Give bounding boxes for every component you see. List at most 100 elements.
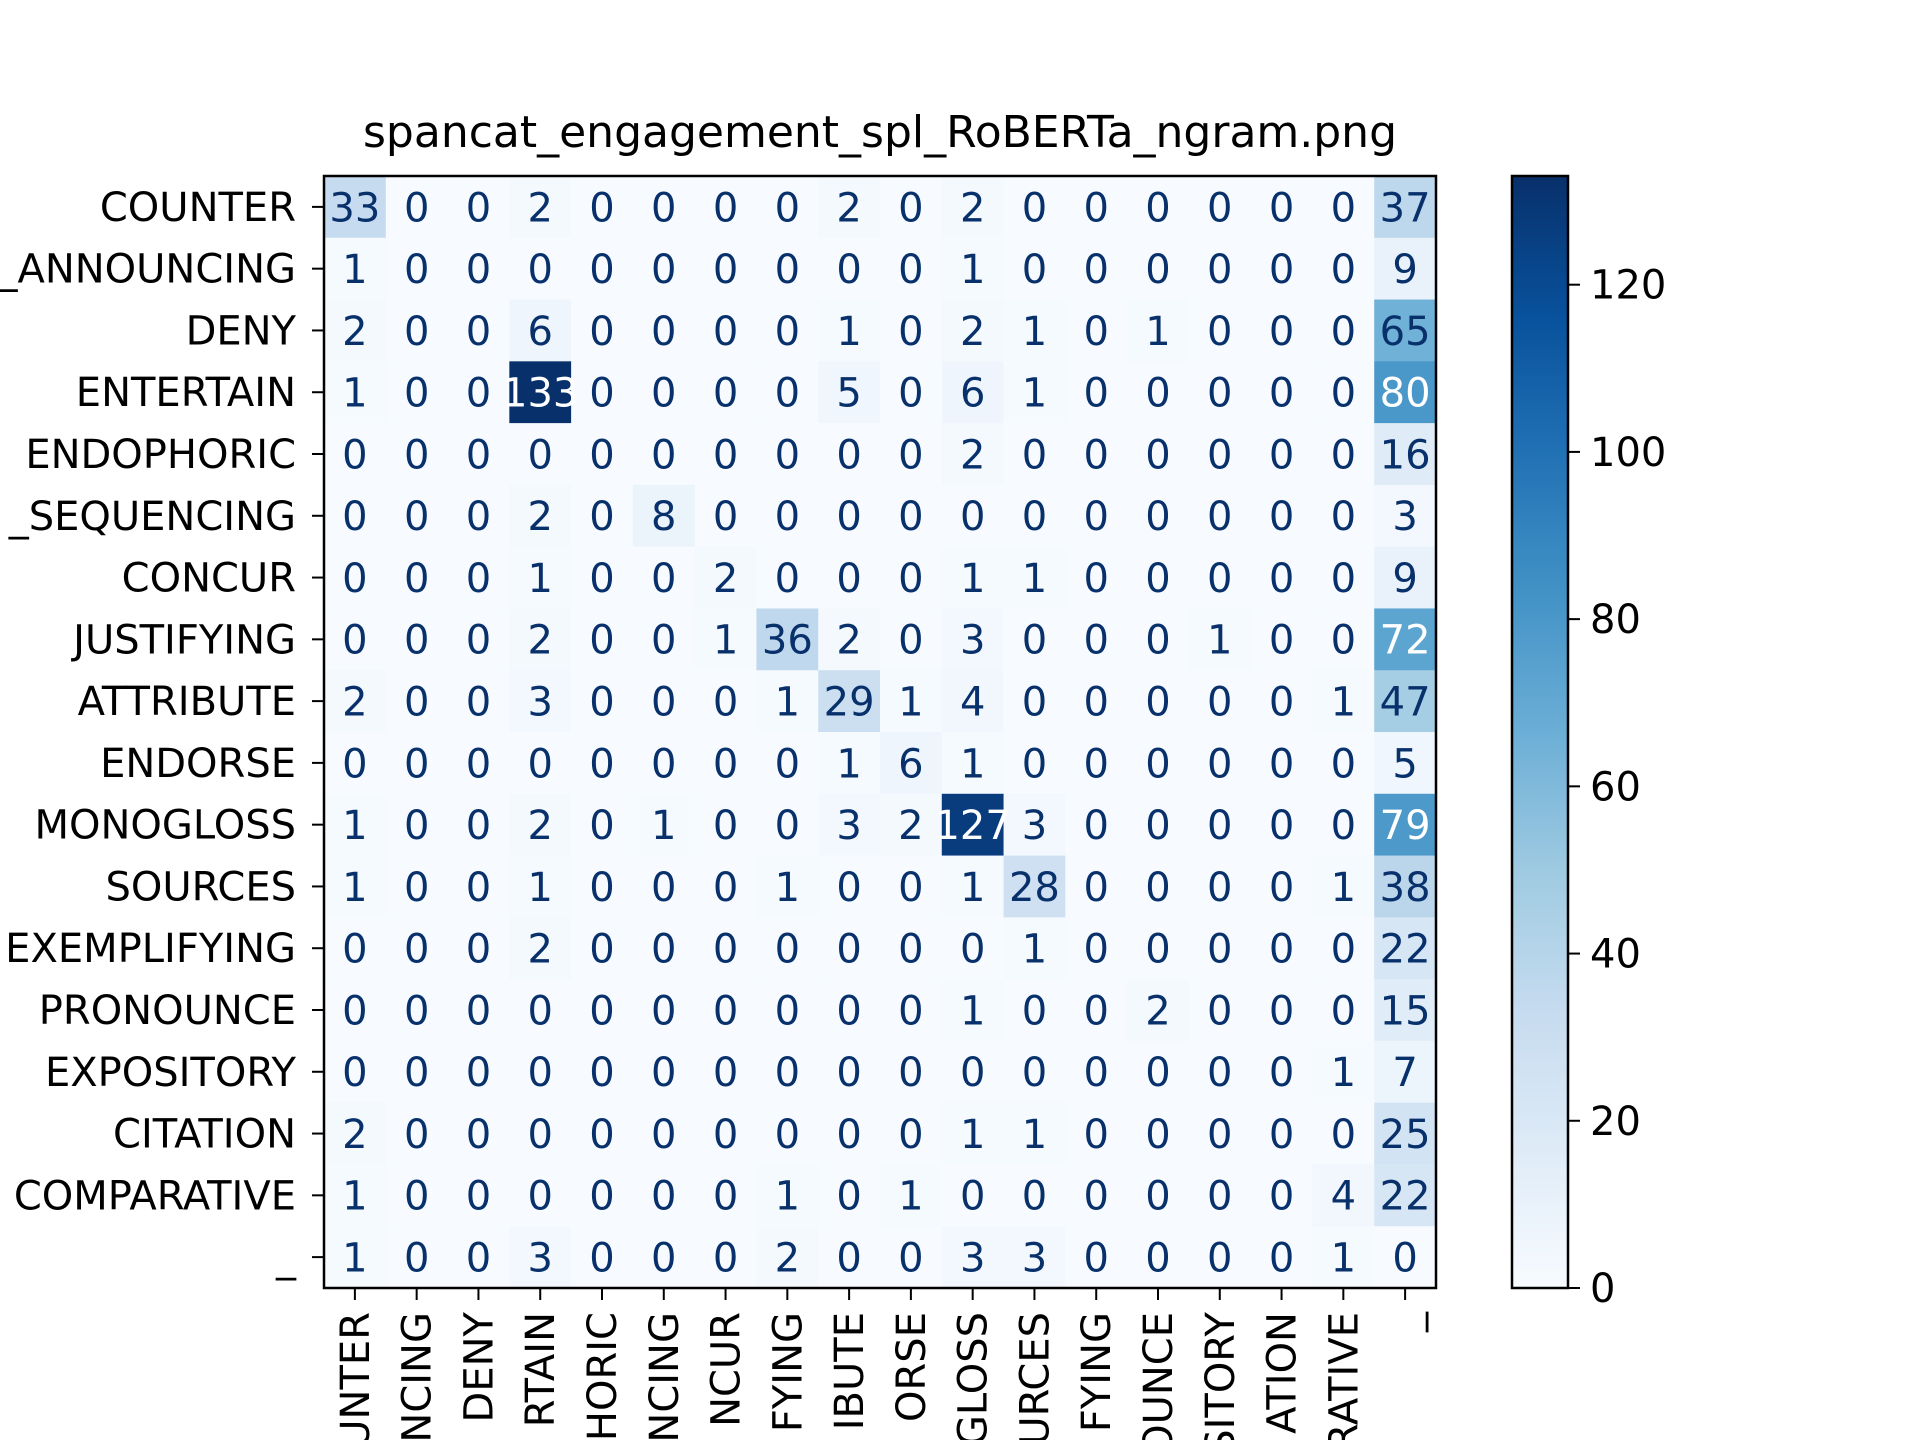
cell-value-label: 0 xyxy=(775,309,800,355)
cell-value-label: 0 xyxy=(466,1236,491,1282)
cell-value-label: 0 xyxy=(1269,803,1294,849)
heatmap-cell xyxy=(385,484,449,548)
cell-value-label: 3 xyxy=(1392,494,1417,540)
heatmap-cell xyxy=(941,855,1005,918)
cell-value-label: 0 xyxy=(1269,247,1294,293)
heatmap-cell xyxy=(1188,1102,1252,1165)
cell-value-label: 0 xyxy=(1145,1050,1170,1096)
cell-value-label: 1 xyxy=(1207,618,1232,664)
cell-value-label: 0 xyxy=(1207,494,1232,540)
heatmap-cell xyxy=(1312,176,1375,239)
cell-value-label: 0 xyxy=(1269,309,1294,355)
cell-value-label: 0 xyxy=(1269,680,1294,726)
cell-value-label: 0 xyxy=(898,556,923,602)
cell-value-label: 1 xyxy=(342,371,367,417)
colorbar-tick-label: 120 xyxy=(1590,263,1666,309)
heatmap-cell xyxy=(571,423,634,486)
cell-value-label: 0 xyxy=(404,927,429,973)
heatmap-cell xyxy=(941,237,1005,301)
heatmap-cell xyxy=(941,299,1005,362)
y-tick-label: _ xyxy=(275,1235,297,1281)
heatmap-cell xyxy=(1250,176,1313,239)
cell-value-label: 2 xyxy=(527,494,552,540)
cell-value-label: 0 xyxy=(651,1236,676,1282)
cell-value-label: 0 xyxy=(651,741,676,787)
cell-value-label: 0 xyxy=(836,494,861,540)
cell-value-label: 3 xyxy=(960,618,985,664)
heatmap-cell xyxy=(324,546,387,609)
heatmap-cell xyxy=(941,1102,1005,1165)
heatmap-cell xyxy=(385,237,449,301)
cell-value-label: 0 xyxy=(1145,1236,1170,1282)
cell-value-label: 1 xyxy=(713,618,738,664)
cell-value-label: 0 xyxy=(775,1112,800,1158)
x-tick-label: FYING xyxy=(1074,1312,1120,1432)
cell-value-label: 0 xyxy=(898,185,923,231)
heatmap-cell xyxy=(447,979,510,1042)
cell-value-label: 0 xyxy=(651,556,676,602)
heatmap-cell xyxy=(324,176,387,239)
heatmap-cell xyxy=(509,979,572,1042)
heatmap-cell xyxy=(1003,917,1066,980)
cell-value-label: 0 xyxy=(589,371,614,417)
heatmap-cell xyxy=(1374,670,1437,733)
heatmap-cell xyxy=(1065,917,1128,980)
heatmap-cell xyxy=(1065,546,1128,609)
heatmap-cell xyxy=(1374,1102,1437,1165)
heatmap-cell xyxy=(632,855,696,918)
heatmap-cell xyxy=(1127,855,1190,918)
heatmap-cell xyxy=(1188,732,1252,795)
y-tick-label: PRONOUNCE xyxy=(39,988,296,1034)
heatmap-cell xyxy=(1127,793,1190,857)
heatmap-cell xyxy=(1250,608,1313,671)
cell-value-label: 0 xyxy=(651,618,676,664)
heatmap-cell xyxy=(694,855,757,918)
heatmap-cell xyxy=(694,979,757,1042)
cell-value-label: 1 xyxy=(527,556,552,602)
cell-value-label: 0 xyxy=(898,494,923,540)
cell-value-label: 0 xyxy=(589,680,614,726)
cell-value-label: 0 xyxy=(404,432,429,478)
cell-value-label: 0 xyxy=(589,988,614,1034)
x-tick-label: HORIC xyxy=(580,1312,626,1440)
heatmap-cell xyxy=(1065,1102,1128,1165)
cell-value-label: 0 xyxy=(1083,432,1108,478)
cell-value-label: 0 xyxy=(466,618,491,664)
heatmap-cell xyxy=(756,361,819,424)
heatmap-cell xyxy=(509,670,572,733)
heatmap-cell xyxy=(1003,979,1066,1042)
cell-value-label: 0 xyxy=(404,309,429,355)
heatmap-cell xyxy=(1250,1164,1313,1227)
cell-value-label: 0 xyxy=(1022,680,1047,726)
heatmap-cell xyxy=(571,1102,634,1165)
cell-value-label: 2 xyxy=(898,803,923,849)
cell-value-label: 0 xyxy=(466,927,491,973)
heatmap-cell xyxy=(1188,793,1252,857)
heatmap-cell xyxy=(941,546,1005,609)
cell-value-label: 0 xyxy=(713,927,738,973)
cell-value-label: 0 xyxy=(1331,556,1356,602)
heatmap-cell xyxy=(632,917,696,980)
cell-value-label: 1 xyxy=(1022,927,1047,973)
colorbar-tick-label: 80 xyxy=(1590,597,1641,643)
x-tick-label: IBUTE xyxy=(827,1312,873,1430)
cell-value-label: 0 xyxy=(1083,988,1108,1034)
cell-value-label: 0 xyxy=(1331,741,1356,787)
cell-value-label: 2 xyxy=(960,185,985,231)
cell-value-label: 0 xyxy=(1083,494,1108,540)
heatmap-cell xyxy=(941,176,1005,239)
heatmap-cell xyxy=(1250,793,1313,857)
heatmap-cell xyxy=(1250,1226,1313,1289)
cell-value-label: 0 xyxy=(651,927,676,973)
y-tick-label: ENTERTAIN xyxy=(76,370,296,416)
heatmap-cell xyxy=(818,855,881,918)
heatmap-cell xyxy=(571,176,634,239)
heatmap-cell xyxy=(1065,670,1128,733)
cell-value-label: 0 xyxy=(1207,1174,1232,1220)
heatmap-cell xyxy=(1188,670,1252,733)
cell-value-label: 0 xyxy=(1269,1236,1294,1282)
heatmap-cell xyxy=(385,608,449,671)
cell-value-label: 0 xyxy=(898,865,923,911)
heatmap-cell xyxy=(1312,484,1375,548)
cell-value-label: 0 xyxy=(466,1050,491,1096)
